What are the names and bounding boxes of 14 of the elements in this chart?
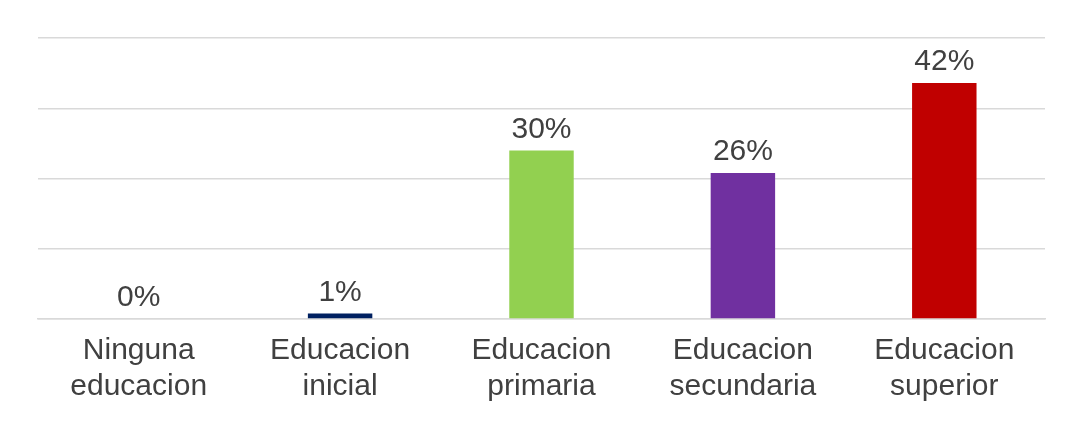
bar (710, 172, 776, 319)
x-tick-label: Educacion primaria (471, 332, 612, 402)
data-label: 1% (318, 273, 362, 307)
data-label: 30% (511, 110, 572, 144)
x-tick-label: Ninguna educacion (70, 332, 208, 402)
x-tick-label: Educacion secundaria (669, 332, 817, 402)
x-tick-label: Educacion inicial (270, 332, 411, 402)
x-tick-label: Educacion superior (874, 332, 1015, 402)
data-label: 26% (712, 133, 773, 167)
bar (509, 150, 574, 319)
data-label: 0% (117, 279, 161, 313)
bar (912, 82, 977, 319)
data-label: 42% (914, 43, 975, 77)
bar (307, 313, 373, 319)
